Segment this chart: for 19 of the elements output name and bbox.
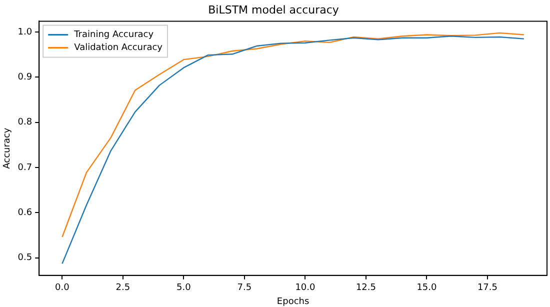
y-tick-label: 0.9	[18, 72, 32, 83]
y-tick-label: 0.7	[18, 162, 32, 173]
y-tick-label: 0.5	[18, 253, 32, 264]
x-tick-label: 12.5	[356, 283, 376, 294]
legend-label: Training Accuracy	[73, 30, 154, 40]
y-tick-label: 1.0	[18, 27, 32, 38]
x-tick-label: 17.5	[477, 283, 498, 294]
x-tick-label: 10.0	[295, 283, 316, 294]
x-axis-title: Epochs	[276, 296, 310, 307]
x-tick-label: 7.5	[237, 283, 252, 294]
legend-label: Validation Accuracy	[74, 43, 164, 54]
y-tick-label: 0.8	[18, 118, 32, 128]
x-tick-label: 0.0	[55, 283, 70, 294]
x-tick-label: 2.5	[116, 283, 130, 294]
y-tick-label: 0.6	[18, 208, 32, 218]
x-tick-label: 5.0	[176, 283, 192, 294]
x-tick-label: 15.0	[416, 283, 437, 294]
chart-title: BiLSTM model accuracy	[208, 3, 340, 16]
y-axis-title: Accuracy	[2, 127, 13, 169]
